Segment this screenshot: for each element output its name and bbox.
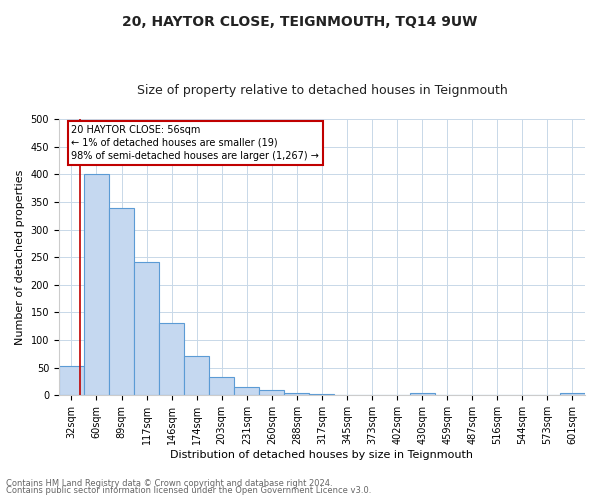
Bar	[209, 377, 234, 396]
Bar	[184, 356, 209, 396]
Bar	[310, 394, 334, 396]
Text: Contains public sector information licensed under the Open Government Licence v3: Contains public sector information licen…	[6, 486, 371, 495]
Bar	[560, 393, 585, 396]
Bar	[410, 392, 434, 396]
Bar	[134, 262, 159, 396]
Bar	[284, 392, 310, 396]
Title: Size of property relative to detached houses in Teignmouth: Size of property relative to detached ho…	[137, 84, 508, 97]
Bar	[259, 390, 284, 396]
Bar	[159, 324, 184, 396]
Bar	[109, 208, 134, 396]
Text: 20, HAYTOR CLOSE, TEIGNMOUTH, TQ14 9UW: 20, HAYTOR CLOSE, TEIGNMOUTH, TQ14 9UW	[122, 15, 478, 29]
Bar	[59, 366, 84, 396]
Text: 20 HAYTOR CLOSE: 56sqm
← 1% of detached houses are smaller (19)
98% of semi-deta: 20 HAYTOR CLOSE: 56sqm ← 1% of detached …	[71, 124, 319, 161]
Bar	[234, 386, 259, 396]
Y-axis label: Number of detached properties: Number of detached properties	[15, 170, 25, 345]
Text: Contains HM Land Registry data © Crown copyright and database right 2024.: Contains HM Land Registry data © Crown c…	[6, 478, 332, 488]
X-axis label: Distribution of detached houses by size in Teignmouth: Distribution of detached houses by size …	[170, 450, 473, 460]
Bar	[84, 174, 109, 396]
Bar	[334, 395, 359, 396]
